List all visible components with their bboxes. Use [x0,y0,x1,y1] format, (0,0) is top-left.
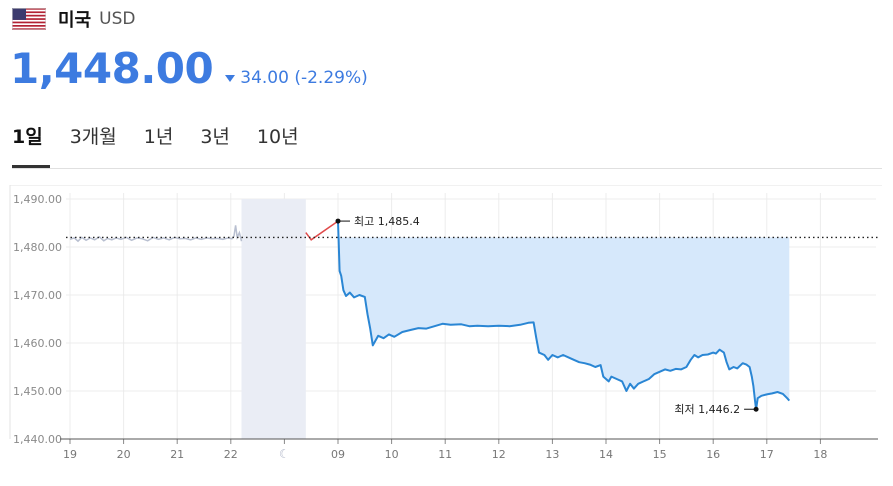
y-axis-ticks: 1,490.00 1,480.00 1,470.00 1,460.00 1,450.00… [13,193,62,446]
tabs-divider [12,168,882,169]
x-tick-label: 17 [760,448,774,461]
y-tick-label: 1,480.00 [13,241,62,254]
y-tick-label: 1,470.00 [13,289,62,302]
price-area-fill [338,221,790,410]
country-name: 미국 [58,10,92,31]
current-price: 1,448.00 [10,44,214,93]
previous-session-line [69,225,243,243]
x-tick-label: 18 [813,448,827,461]
y-tick-label: 1,440.00 [13,433,62,446]
x-tick-label: 14 [599,448,613,461]
x-tick-label: 13 [545,448,559,461]
low-label: 최저 1,446.2 [674,403,740,416]
currency-header: 미국 USD [12,6,135,32]
overnight-gap-line [305,220,339,241]
change-amount: 34.00 [240,68,289,88]
tab-3month[interactable]: 3개월 [69,126,117,148]
moon-icon: ☾ [279,447,290,461]
x-tick-label: 10 [385,448,399,461]
x-tick-label: 12 [492,448,506,461]
currency-code: USD [99,9,136,29]
high-point [335,218,341,224]
x-tick-label: 09 [331,448,345,461]
y-tick-label: 1,490.00 [13,193,62,206]
change-percent: (-2.29%) [294,68,368,88]
x-tick-label: 21 [170,448,184,461]
x-axis-ticks: 19 20 21 22 ☾ 09 10 11 12 13 14 15 16 17 18 [63,439,827,461]
y-tick-label: 1,450.00 [13,385,62,398]
price-line [337,221,791,411]
price-change: 34.00 (-2.29%) [225,68,368,88]
y-tick-label: 1,460.00 [13,337,62,350]
x-tick-label: 11 [438,448,452,461]
price-chart[interactable]: 1,490.00 1,480.00 1,470.00 1,460.00 1,450.00… [0,185,893,486]
high-label: 최고 1,485.4 [354,215,420,228]
down-arrow-icon [225,74,236,82]
tab-1day[interactable]: 1일 [12,126,43,148]
price-row: 1,448.00 34.00 (-2.29%) [10,42,368,96]
low-point [753,406,759,412]
low-marker: 최저 1,446.2 [674,403,759,416]
x-tick-label: 19 [63,448,77,461]
tab-1year[interactable]: 1년 [143,126,174,148]
high-marker: 최고 1,485.4 [335,215,420,228]
tab-3year[interactable]: 3년 [200,126,230,148]
night-session-band [241,199,306,439]
period-tabs: 1일 3개월 1년 3년 10년 [12,122,326,152]
x-tick-label: 22 [224,448,238,461]
x-tick-label: 20 [117,448,131,461]
tab-10year[interactable]: 10년 [256,126,299,148]
us-flag-icon [12,8,46,30]
x-tick-label: 16 [706,448,720,461]
active-tab-indicator [12,165,50,168]
x-tick-label: 15 [653,448,667,461]
